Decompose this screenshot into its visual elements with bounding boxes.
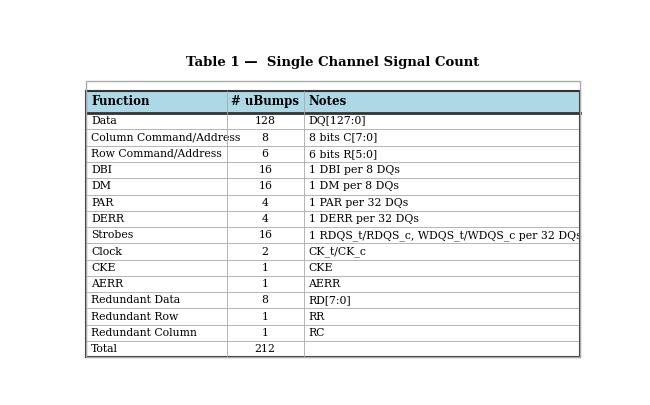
Bar — [86, 227, 580, 243]
Text: DERR: DERR — [91, 214, 124, 224]
Text: 1 RDQS_t/RDQS_c, WDQS_t/WDQS_c per 32 DQs: 1 RDQS_t/RDQS_c, WDQS_t/WDQS_c per 32 DQ… — [309, 230, 581, 241]
Text: Redundant Row: Redundant Row — [91, 311, 179, 322]
Text: 1 DM per 8 DQs: 1 DM per 8 DQs — [309, 181, 398, 192]
Text: PAR: PAR — [91, 198, 114, 208]
Text: CKE: CKE — [91, 263, 116, 273]
Text: RD[7:0]: RD[7:0] — [309, 295, 351, 305]
Text: 6 bits R[5:0]: 6 bits R[5:0] — [309, 149, 376, 159]
Bar — [86, 113, 580, 130]
Text: Column Command/Address: Column Command/Address — [91, 132, 240, 143]
Bar — [86, 243, 580, 260]
Text: 4: 4 — [262, 214, 268, 224]
Text: 16: 16 — [258, 230, 272, 240]
Text: Data: Data — [91, 116, 117, 126]
Text: Redundant Data: Redundant Data — [91, 295, 181, 305]
Text: CKE: CKE — [309, 263, 333, 273]
Text: CK_t/CK_c: CK_t/CK_c — [309, 246, 367, 257]
Bar — [86, 211, 580, 227]
Text: Clock: Clock — [91, 247, 122, 256]
Text: RR: RR — [309, 311, 325, 322]
Text: Total: Total — [91, 344, 118, 354]
Text: 4: 4 — [262, 198, 268, 208]
Bar — [86, 91, 580, 113]
Bar — [86, 178, 580, 194]
Text: 1 DERR per 32 DQs: 1 DERR per 32 DQs — [309, 214, 419, 224]
Text: # uBumps: # uBumps — [231, 96, 299, 109]
Text: AERR: AERR — [309, 279, 341, 289]
Text: Table 1 —  Single Channel Signal Count: Table 1 — Single Channel Signal Count — [187, 56, 480, 69]
Bar — [86, 292, 580, 309]
Text: 1: 1 — [262, 328, 268, 338]
Text: 1: 1 — [262, 311, 268, 322]
Text: 212: 212 — [255, 344, 276, 354]
Text: 8 bits C[7:0]: 8 bits C[7:0] — [309, 132, 377, 143]
Bar — [86, 162, 580, 178]
Bar — [86, 146, 580, 162]
Text: 2: 2 — [262, 247, 268, 256]
Text: 1 DBI per 8 DQs: 1 DBI per 8 DQs — [309, 165, 399, 175]
Text: DBI: DBI — [91, 165, 112, 175]
Text: Strobes: Strobes — [91, 230, 134, 240]
Text: Row Command/Address: Row Command/Address — [91, 149, 222, 159]
Text: 8: 8 — [262, 295, 268, 305]
Bar — [86, 309, 580, 325]
Text: 1: 1 — [262, 279, 268, 289]
Bar — [86, 130, 580, 146]
Text: AERR: AERR — [91, 279, 124, 289]
Text: 6: 6 — [262, 149, 268, 159]
Bar — [86, 260, 580, 276]
Text: 128: 128 — [255, 116, 276, 126]
Text: Notes: Notes — [309, 96, 347, 109]
Text: Function: Function — [91, 96, 150, 109]
Text: DM: DM — [91, 181, 111, 192]
Text: 16: 16 — [258, 165, 272, 175]
Bar — [86, 325, 580, 341]
Bar — [86, 194, 580, 211]
Bar — [86, 276, 580, 292]
Bar — [86, 341, 580, 357]
Text: RC: RC — [309, 328, 325, 338]
Text: DQ[127:0]: DQ[127:0] — [309, 116, 366, 126]
Text: 1: 1 — [262, 263, 268, 273]
Text: 16: 16 — [258, 181, 272, 192]
Text: 1 PAR per 32 DQs: 1 PAR per 32 DQs — [309, 198, 408, 208]
Text: Redundant Column: Redundant Column — [91, 328, 197, 338]
Text: 8: 8 — [262, 132, 268, 143]
